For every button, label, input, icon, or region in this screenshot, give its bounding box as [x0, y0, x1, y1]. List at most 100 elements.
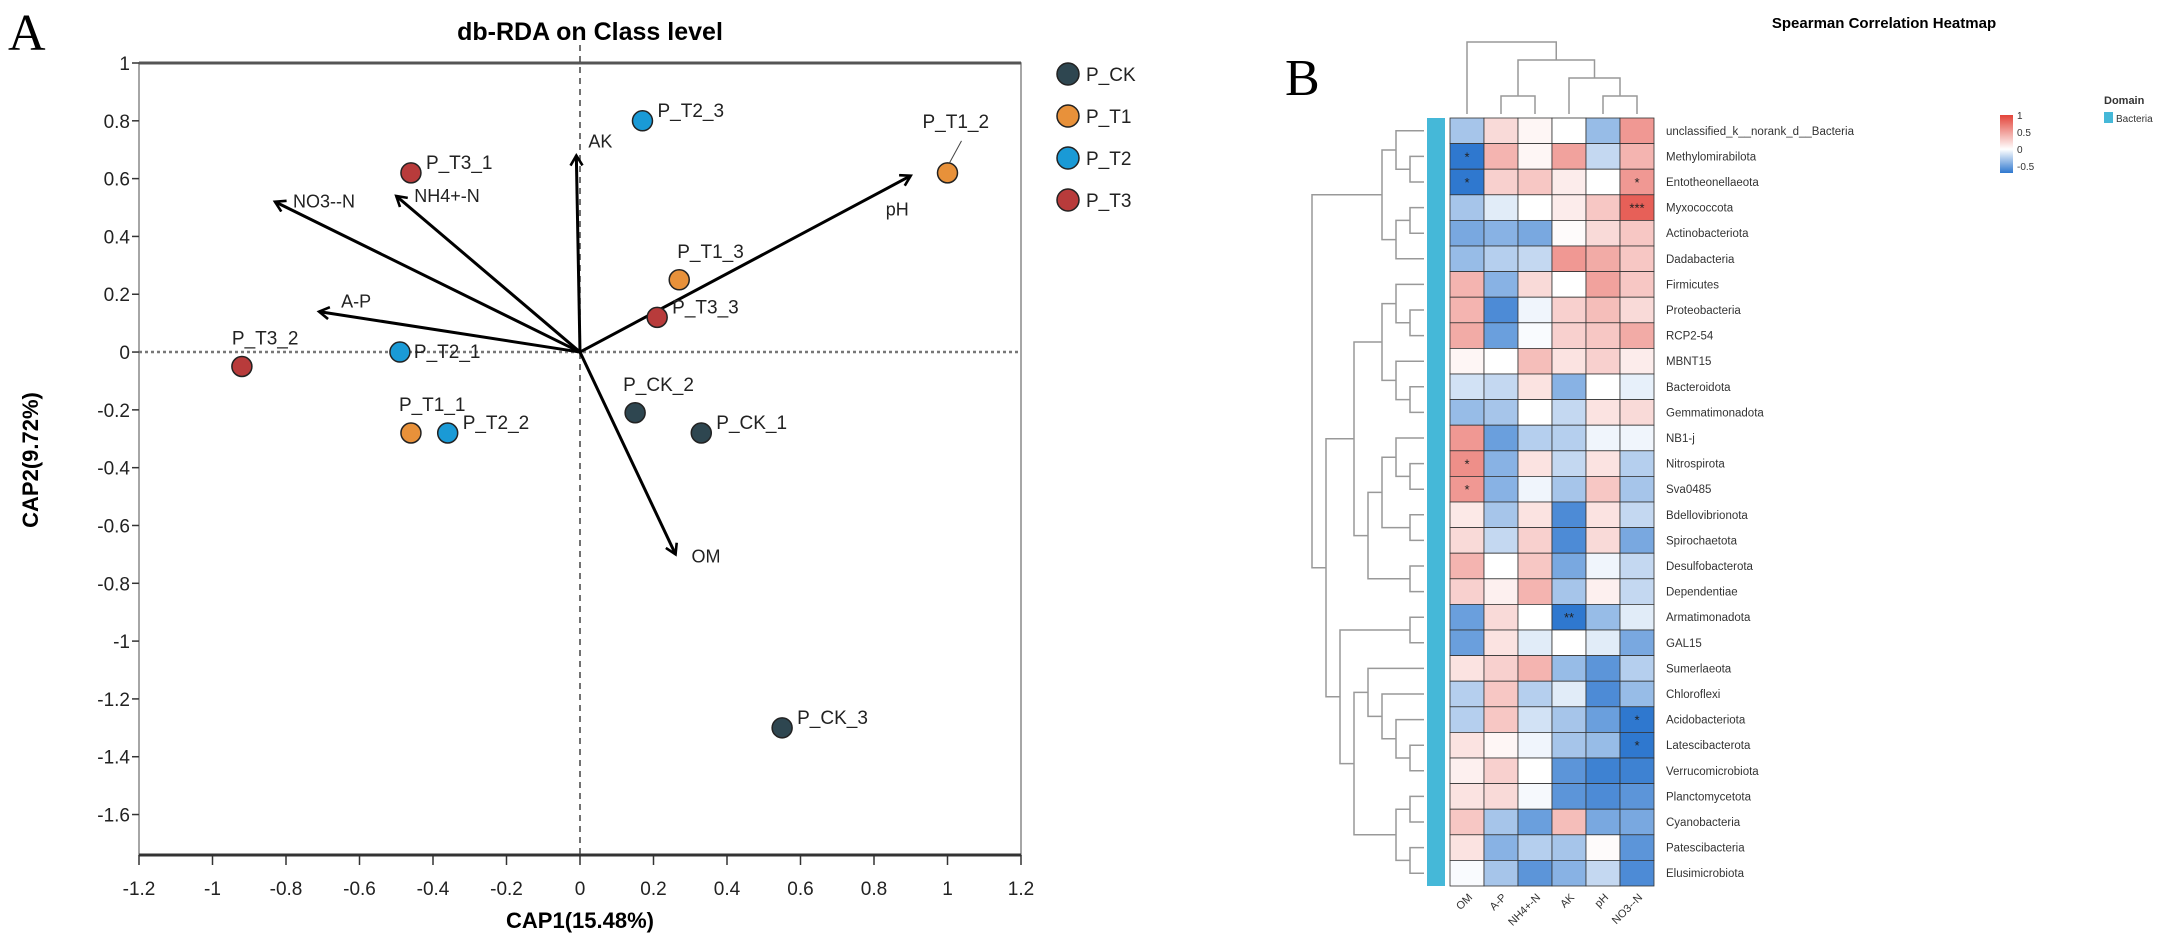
- heatmap-cell: [1483, 604, 1519, 631]
- column-label: NH4+-N: [1506, 892, 1543, 929]
- sample-label: P_T1_3: [677, 242, 744, 263]
- row-label: Entotheonellaeota: [1666, 177, 1759, 189]
- sample-label: P_T1_2: [923, 112, 990, 133]
- sample-label: P_T2_1: [414, 342, 481, 363]
- row-label: Latescibacterota: [1666, 740, 1751, 752]
- heatmap-cell: [1551, 680, 1587, 708]
- sample-point: [624, 402, 646, 424]
- heatmap-cell: [1483, 424, 1519, 452]
- row-dendrogram-branch: [1409, 386, 1424, 414]
- sample-point: [668, 269, 690, 291]
- heatmap-cell: [1551, 475, 1587, 503]
- heatmap-cell: [1483, 271, 1519, 298]
- heatmap-cell: [1449, 194, 1485, 221]
- heatmap-cell: [1619, 450, 1655, 477]
- y-tick-label: -1.2: [97, 690, 130, 711]
- sample-point: [646, 306, 668, 329]
- heatmap-cell: [1585, 219, 1621, 247]
- x-tick-label: -0.2: [490, 879, 523, 900]
- row-label: Gemmatimonadota: [1666, 407, 1764, 419]
- sample-label: P_T3_3: [672, 297, 739, 318]
- env-arrow-ak: [576, 155, 580, 353]
- x-tick-label: -0.6: [343, 879, 376, 900]
- row-label: Nitrospirota: [1666, 459, 1725, 471]
- heatmap-cell: [1517, 834, 1553, 861]
- heatmap-cell: [1517, 604, 1553, 631]
- heatmap-cell: [1551, 834, 1587, 861]
- row-label: Dadabacteria: [1666, 254, 1735, 266]
- heatmap-cell: [1585, 271, 1621, 298]
- row-label: unclassified_k__norank_d__Bacteria: [1666, 126, 1855, 138]
- colorbar: [2000, 115, 2013, 173]
- row-dendrogram-branch: [1409, 795, 1424, 823]
- heatmap-cell: [1619, 680, 1655, 708]
- heatmap-cell: [1619, 373, 1655, 401]
- row-label: Cyanobacteria: [1666, 817, 1741, 829]
- sample-label: P_T2_2: [463, 413, 530, 434]
- heatmap-cell: [1619, 629, 1655, 657]
- heatmap-cell: [1619, 424, 1655, 452]
- row-label: Actinobacteriota: [1666, 228, 1749, 240]
- colorbar-tick-label: 1: [2017, 111, 2023, 122]
- heatmap-cell: [1619, 219, 1655, 247]
- rda-y-axis-title: CAP2(9.72%): [18, 392, 43, 528]
- env-arrow-label: pH: [886, 200, 909, 220]
- x-tick-label: 0.8: [861, 879, 887, 900]
- heatmap-cell: [1619, 117, 1655, 145]
- heatmap-cell: [1551, 219, 1587, 247]
- heatmap-cell: [1449, 271, 1485, 298]
- env-arrow-label: OM: [692, 546, 721, 566]
- heatmap-cell: [1449, 424, 1485, 452]
- heatmap-cell: [1551, 808, 1587, 836]
- y-tick-label: -1.4: [97, 748, 130, 769]
- row-label: Spirochaetota: [1666, 535, 1738, 547]
- heatmap-cell: [1517, 117, 1553, 145]
- x-tick-label: 0.6: [787, 879, 813, 900]
- heatmap-cell: [1619, 271, 1655, 298]
- sample-point: [436, 422, 459, 444]
- heatmap-cell: [1449, 347, 1485, 375]
- sample-label: P_T3_2: [232, 329, 299, 350]
- heatmap-cell: [1449, 808, 1485, 836]
- row-label: Armatimonadota: [1666, 612, 1751, 624]
- row-label: Sva0485: [1666, 484, 1711, 496]
- heatmap-cell: [1619, 245, 1655, 273]
- heatmap-cell: [1449, 399, 1485, 426]
- heatmap-cell: [1551, 450, 1587, 477]
- row-label: MBNT15: [1666, 356, 1711, 368]
- colorbar-tick-label: -0.5: [2017, 162, 2035, 173]
- row-dendrogram-branch: [1409, 155, 1424, 183]
- heatmap-cell: [1483, 578, 1519, 605]
- heatmap-cell: [1483, 475, 1519, 503]
- row-dendrogram-branch: [1381, 302, 1396, 382]
- env-arrow-label: A-P: [341, 292, 371, 312]
- heatmap-cell: [1619, 399, 1655, 426]
- significance-mark: *: [1634, 175, 1639, 190]
- sample-point: [389, 341, 411, 363]
- heatmap-cell: [1449, 219, 1485, 247]
- heatmap-cell: [1483, 450, 1519, 477]
- colorbar-tick-label: 0.5: [2017, 128, 2031, 139]
- heatmap-cell: [1517, 706, 1553, 733]
- heatmap-cell: [1449, 706, 1485, 733]
- row-dendrogram-branch: [1339, 629, 1410, 765]
- heatmap-cell: [1517, 655, 1553, 682]
- colorbar-tick-label: 0: [2017, 145, 2023, 156]
- heatmap-cell: [1551, 655, 1587, 682]
- heatmap-cell: [1585, 552, 1621, 580]
- heatmap-cell: [1551, 271, 1587, 298]
- heatmap-cell: [1585, 604, 1621, 631]
- heatmap-cell: [1551, 860, 1587, 887]
- heatmap-cell: [1483, 168, 1519, 196]
- row-dendrogram-branch: [1311, 194, 1382, 569]
- row-label: Desulfobacterota: [1666, 561, 1754, 573]
- heatmap-cell: [1619, 168, 1655, 196]
- heatmap-cell: [1483, 219, 1519, 247]
- heatmap-cell: [1619, 655, 1655, 682]
- sample-point: [936, 162, 959, 184]
- x-tick-label: 0.4: [714, 879, 741, 900]
- sample-label: P_CK_1: [716, 413, 787, 434]
- heatmap-cell: [1551, 194, 1587, 221]
- heatmap-cell: [1585, 245, 1621, 273]
- y-tick-label: 0.2: [104, 285, 130, 306]
